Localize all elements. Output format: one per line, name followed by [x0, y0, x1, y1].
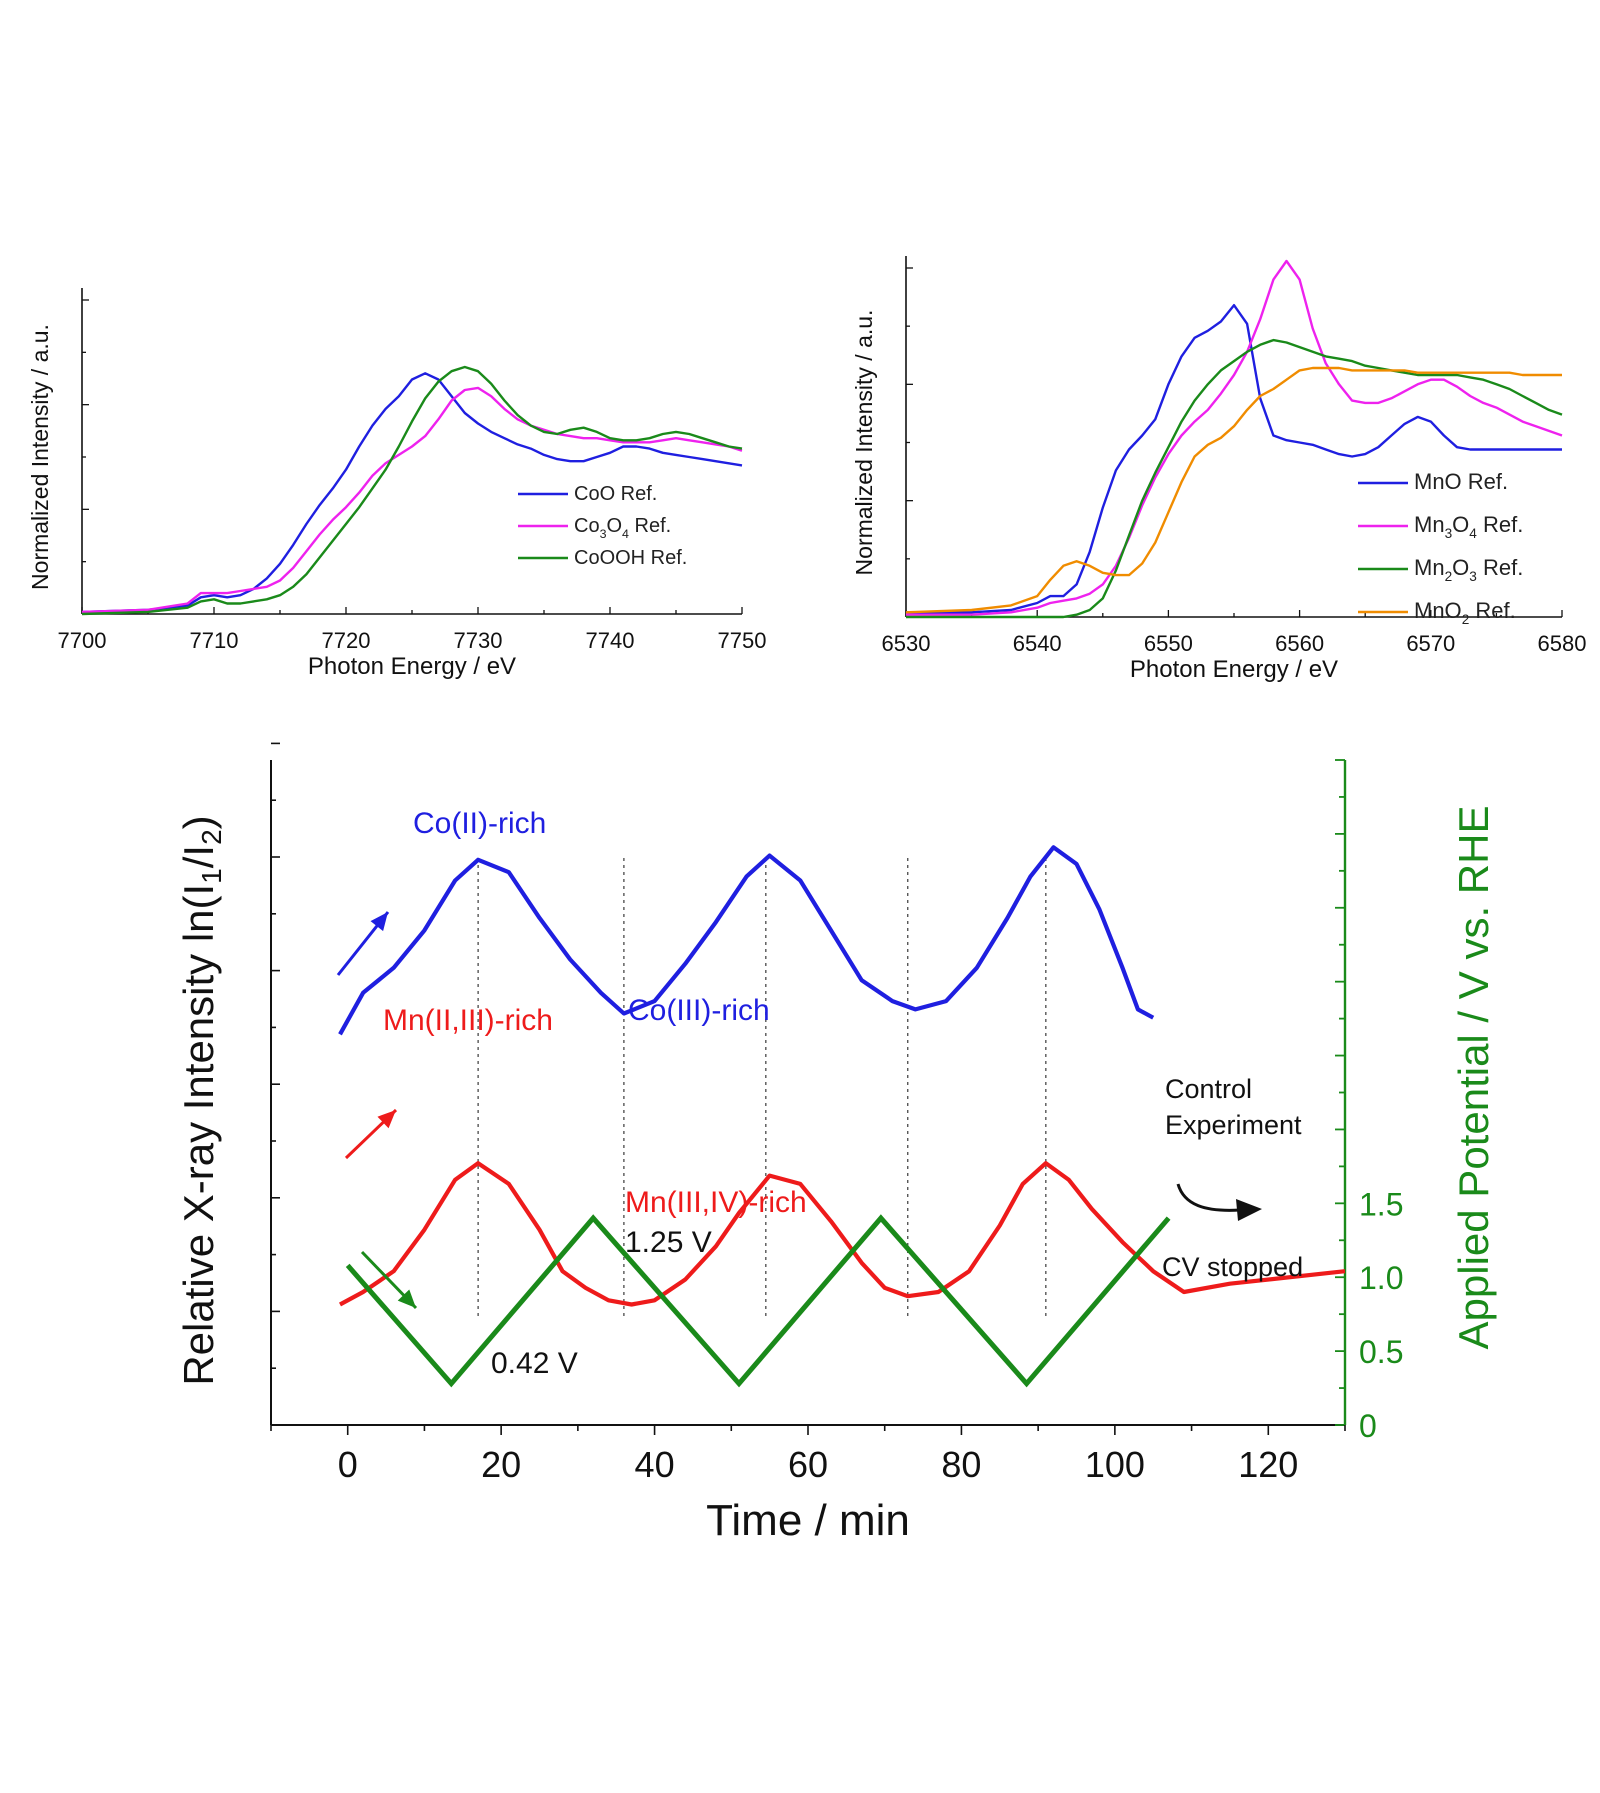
x-axis-label: Photon Energy / eV: [1130, 656, 1338, 683]
left-y-label-b: /I: [175, 845, 222, 868]
arrow-cv-stopped-shaft: [1176, 1183, 1241, 1212]
legend-label-2-part-4: Ref.: [1477, 555, 1523, 580]
left-y-axis-label: Relative X-ray Intensity ln(I1/I2): [175, 815, 227, 1385]
legend-label-1-sub-3: 4: [622, 527, 629, 541]
x-tick-label: 7710: [190, 628, 239, 653]
x-tick-label: 100: [1085, 1444, 1145, 1485]
x-tick-label: 7740: [586, 628, 635, 653]
series-line-0: [906, 304, 1562, 614]
x-tick-label: 80: [941, 1444, 981, 1485]
x-tick-label: 6570: [1406, 631, 1455, 656]
legend-label-1-part-0: Mn: [1414, 512, 1445, 537]
chart-mn: 6530 6540 6550 6560 6570 6580 Photon Energy / …: [851, 256, 1586, 683]
x-axis-label: Time / min: [706, 1496, 910, 1545]
arrow-mn-head: [377, 1110, 396, 1129]
legend-label-1-sub-1: 3: [1445, 526, 1453, 541]
x-tick-label: 40: [635, 1444, 675, 1485]
legend-label-1-part-4: Ref.: [629, 515, 671, 537]
series-co: [338, 845, 1155, 1036]
left-y-label-sub2: 2: [196, 829, 227, 845]
annotation-cv-stopped: CV stopped: [1162, 1252, 1303, 1282]
annotation-control: Control: [1165, 1074, 1252, 1104]
series-line-2: [81, 365, 743, 616]
series-line-1: [906, 259, 1563, 616]
x-tick-label: 6560: [1275, 631, 1324, 656]
series-potential: [345, 1214, 1171, 1388]
series-line-0: [81, 372, 743, 614]
series-line-3: [905, 366, 1562, 614]
x-axis-label: Photon Energy / eV: [308, 653, 516, 680]
legend-label-2-sub-1: 2: [1445, 569, 1453, 584]
x-tick-label: 0: [338, 1444, 358, 1485]
series-line-1: [81, 386, 743, 614]
legend-label-2-part-0: Mn: [1414, 555, 1445, 580]
legend-label-3: MnO2 Ref.: [1414, 598, 1516, 627]
annotation-co-iii-rich: Co(III)-rich: [628, 994, 770, 1027]
annotation-experiment: Experiment: [1165, 1110, 1302, 1140]
legend-label-0-part-0: MnO Ref.: [1414, 469, 1508, 494]
legend-label-2: CoOOH Ref.: [574, 547, 687, 569]
legend-label-1-part-4: Ref.: [1477, 512, 1523, 537]
arrow-potential-head: [397, 1289, 416, 1308]
annotation-0-42-v: 0.42 V: [491, 1347, 578, 1380]
annotation-co-ii-rich: Co(II)-rich: [413, 807, 546, 840]
legend-label-1-sub-3: 4: [1469, 526, 1477, 541]
x-tick-label: 20: [481, 1444, 521, 1485]
x-tick-label: 7720: [322, 628, 371, 653]
x-tick-label: 7730: [454, 628, 503, 653]
x-tick-label: 120: [1238, 1444, 1298, 1485]
chart-co: 7700 7710 7720 7730 7740 7750 Photon Energy / …: [27, 288, 766, 680]
legend-label-1-part-0: Co: [574, 515, 600, 537]
left-y-label-c: ): [175, 815, 222, 829]
right-y-tick-label: 1.0: [1359, 1260, 1403, 1296]
y-axis-label: Normalized Intensity / a.u.: [851, 310, 877, 576]
legend-label-1-part-2: O: [1452, 512, 1469, 537]
right-y-axis-label: Applied Potential / V vs. RHE: [1450, 806, 1497, 1350]
legend-label-0-part-0: CoO Ref.: [574, 483, 657, 505]
legend-label-0: CoO Ref.: [574, 483, 657, 505]
x-tick-label: 7750: [718, 628, 767, 653]
x-tick-label: 60: [788, 1444, 828, 1485]
right-y-tick-label: 0: [1359, 1408, 1377, 1444]
legend-label-3-part-0: MnO: [1414, 598, 1462, 623]
left-y-label-a: Relative X-ray Intensity ln(I: [175, 884, 222, 1386]
chart-time: 0 0.5 1.0 1.5 0 20 40 60 80 100 120 Time / min Relat…: [175, 742, 1497, 1545]
legend-label-1-part-2: O: [606, 515, 622, 537]
annotation-mn-iii-iv-rich: Mn(III,IV)-rich: [625, 1186, 807, 1219]
legend-label-3-sub-1: 2: [1462, 612, 1470, 627]
legend-label-2-sub-3: 3: [1469, 569, 1477, 584]
x-tick-label: 6580: [1538, 631, 1587, 656]
arrow-co-head: [370, 912, 388, 932]
right-y-tick-label: 0.5: [1359, 1334, 1403, 1370]
annotation-mn-ii-iii-rich: Mn(II,III)-rich: [383, 1004, 553, 1037]
x-tick-label: 6540: [1013, 631, 1062, 656]
legend-label-1: Co3O4 Ref.: [574, 515, 671, 541]
series-line-2: [906, 338, 1563, 619]
legend-label-2-part-2: O: [1452, 555, 1469, 580]
x-tick-label: 6530: [882, 631, 931, 656]
legend-label-2: Mn2O3 Ref.: [1414, 555, 1523, 584]
left-y-label-sub1: 1: [196, 868, 227, 884]
arrow-cv-stopped-head: [1236, 1199, 1262, 1221]
annotation-1-25-v: 1.25 V: [625, 1226, 712, 1259]
legend-label-2-part-0: CoOOH Ref.: [574, 547, 687, 569]
legend-label-0: MnO Ref.: [1414, 469, 1508, 494]
right-y-tick-label: 1.5: [1359, 1186, 1403, 1222]
legend-label-3-part-2: Ref.: [1469, 598, 1515, 623]
legend-label-1-sub-1: 3: [600, 527, 607, 541]
x-tick-label: 7700: [58, 628, 107, 653]
legend-label-1: Mn3O4 Ref.: [1414, 512, 1523, 541]
x-tick-label: 6550: [1144, 631, 1193, 656]
series-mn: [339, 1161, 1346, 1307]
y-axis-label: Normalized Intensity / a.u.: [27, 324, 53, 590]
